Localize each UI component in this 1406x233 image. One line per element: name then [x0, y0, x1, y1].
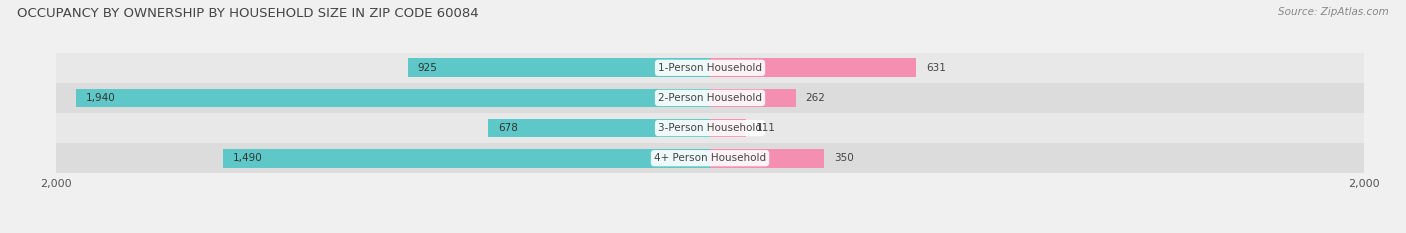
Bar: [56, 143, 1364, 173]
Text: 925: 925: [418, 63, 437, 73]
Bar: [56, 53, 1364, 83]
Bar: [710, 149, 824, 168]
Bar: [56, 83, 1364, 113]
Text: 3-Person Household: 3-Person Household: [658, 123, 762, 133]
Bar: [224, 149, 710, 168]
Bar: [488, 119, 710, 137]
Bar: [710, 119, 747, 137]
Bar: [710, 58, 917, 77]
Text: 111: 111: [756, 123, 776, 133]
Text: 350: 350: [834, 153, 853, 163]
Bar: [56, 113, 1364, 143]
Text: Source: ZipAtlas.com: Source: ZipAtlas.com: [1278, 7, 1389, 17]
Text: 4+ Person Household: 4+ Person Household: [654, 153, 766, 163]
Bar: [76, 89, 710, 107]
Text: 1,490: 1,490: [233, 153, 263, 163]
Bar: [408, 58, 710, 77]
Text: 678: 678: [498, 123, 517, 133]
Bar: [710, 89, 796, 107]
Text: 1,940: 1,940: [86, 93, 115, 103]
Text: 1-Person Household: 1-Person Household: [658, 63, 762, 73]
Text: 262: 262: [806, 93, 825, 103]
Text: OCCUPANCY BY OWNERSHIP BY HOUSEHOLD SIZE IN ZIP CODE 60084: OCCUPANCY BY OWNERSHIP BY HOUSEHOLD SIZE…: [17, 7, 478, 20]
Text: 2-Person Household: 2-Person Household: [658, 93, 762, 103]
Text: 631: 631: [927, 63, 946, 73]
